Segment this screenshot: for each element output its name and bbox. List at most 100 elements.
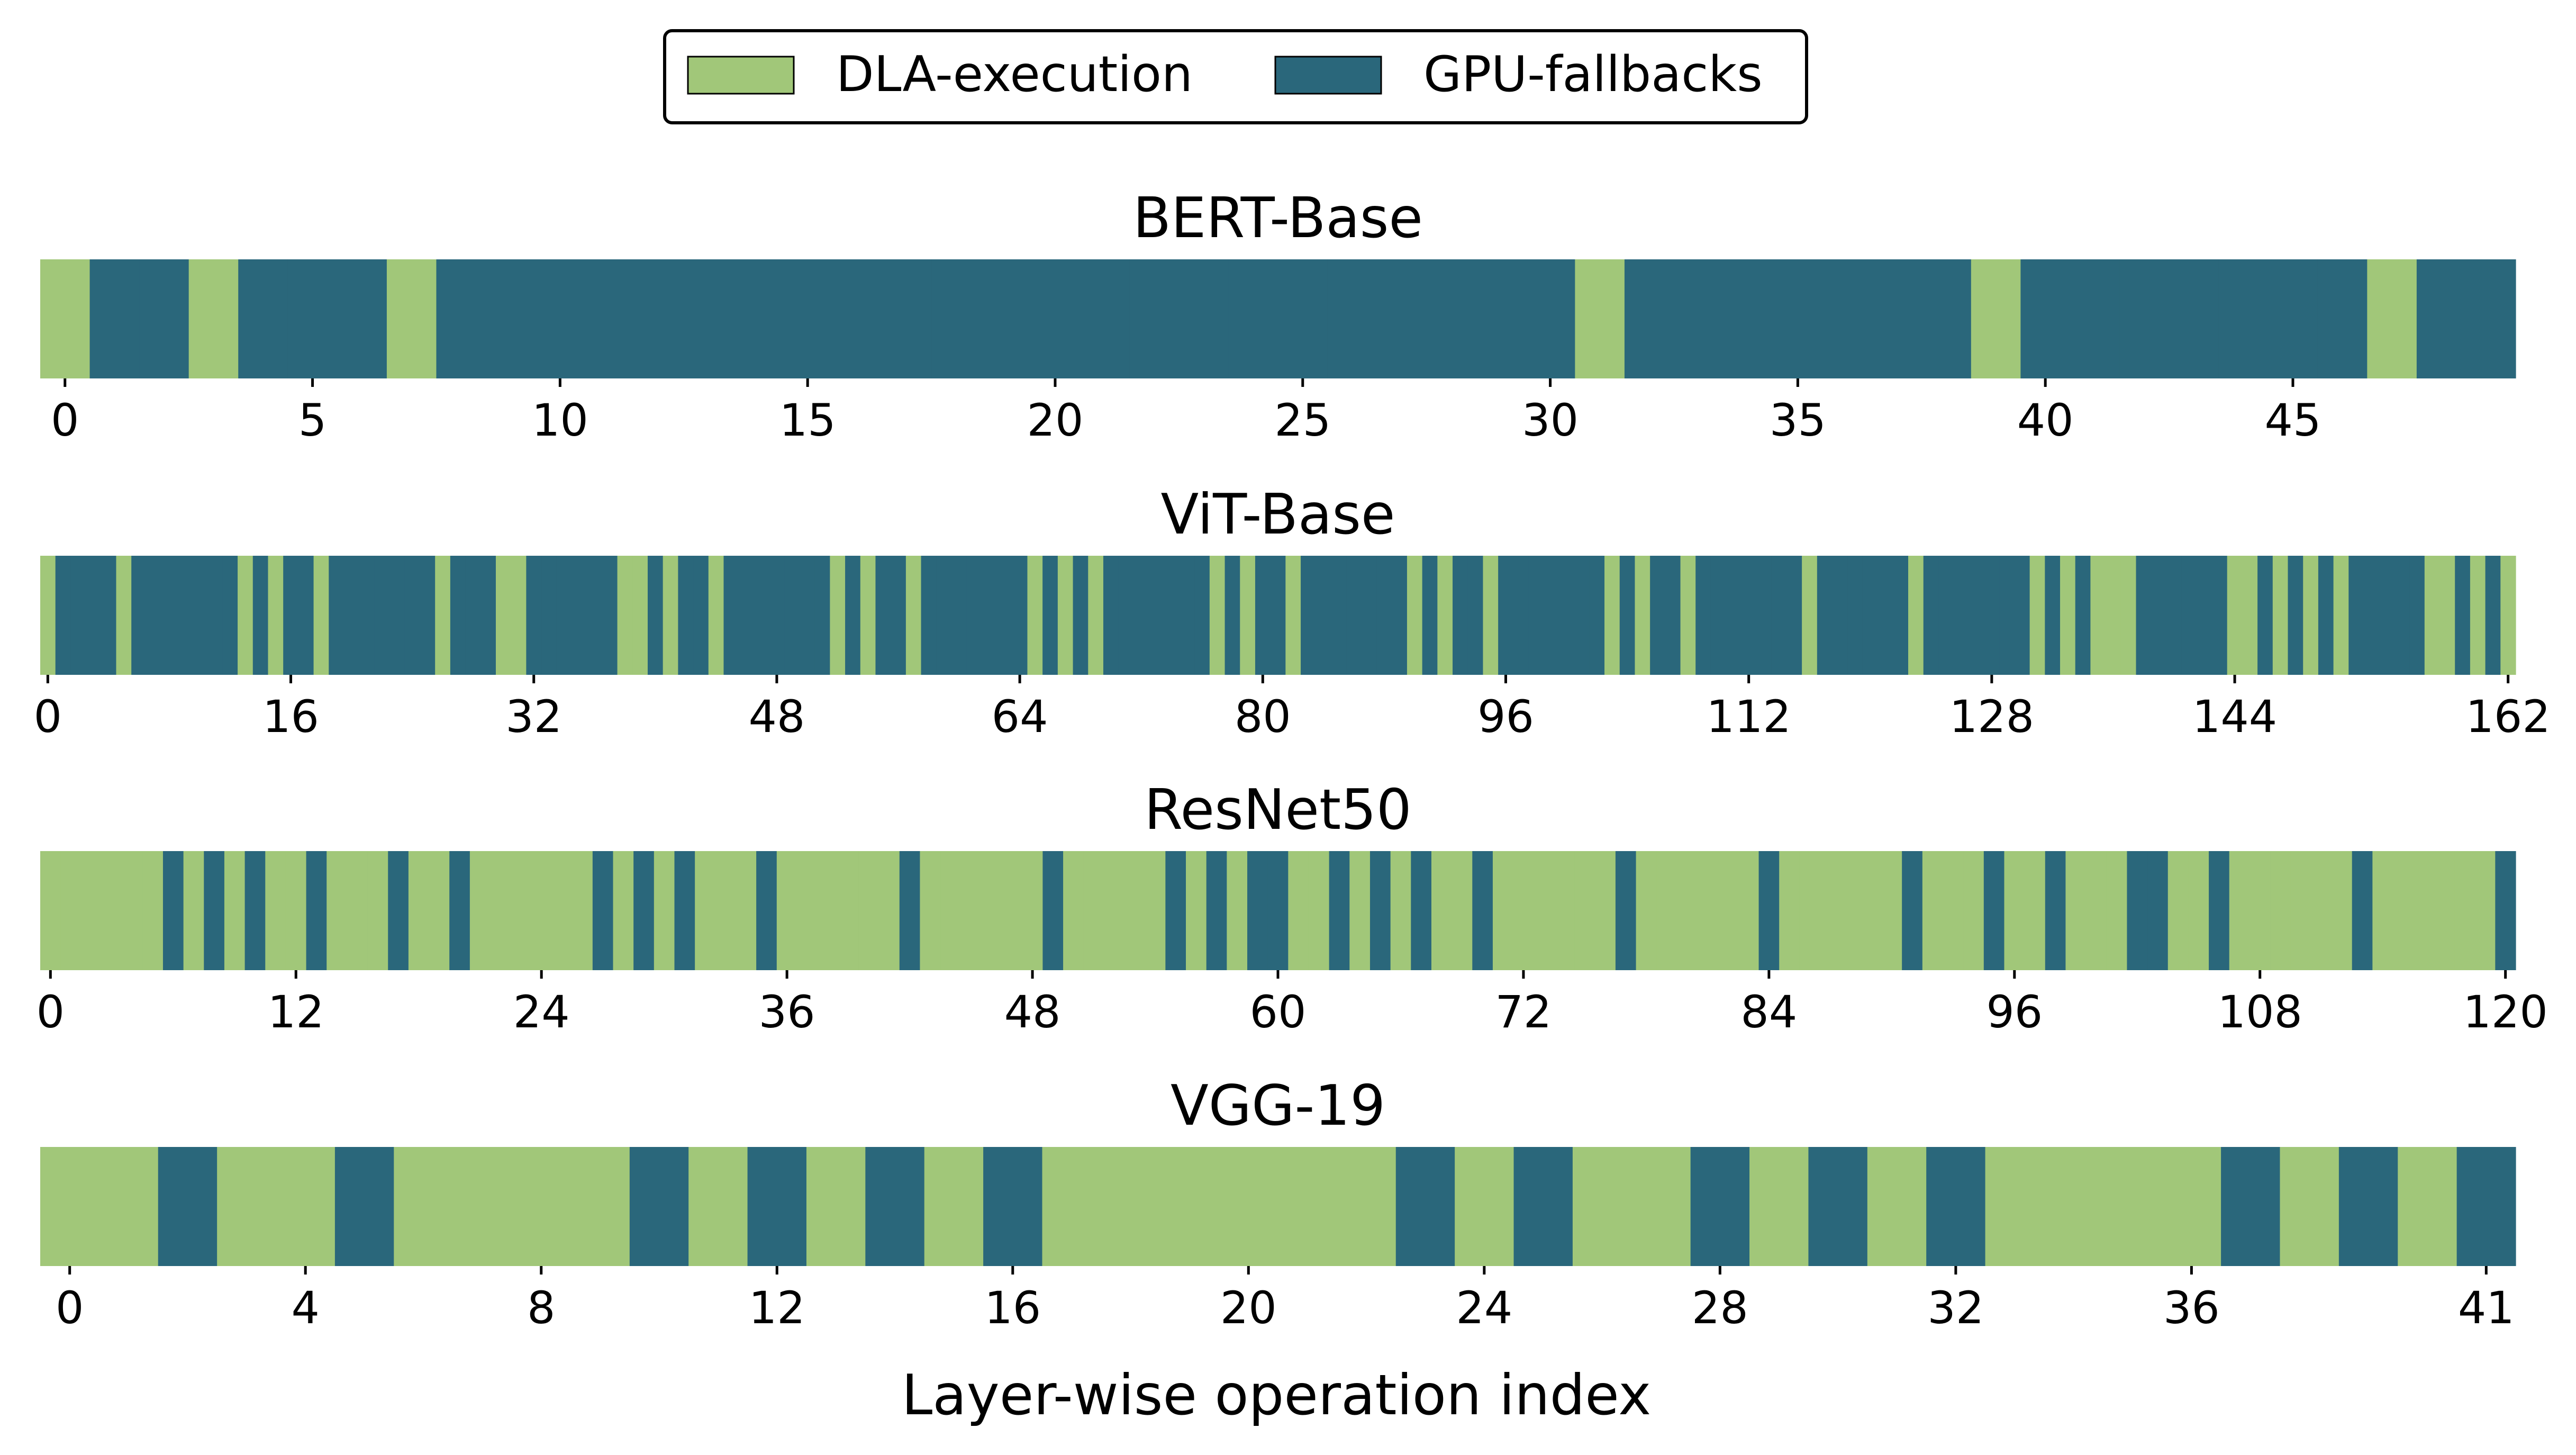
- x-tick-label: 0: [56, 1282, 84, 1334]
- dla-execution-op: [276, 1147, 335, 1266]
- dla-execution-op: [1337, 1147, 1396, 1266]
- gpu-fallback-op: [2218, 259, 2269, 378]
- legend-label-gpu: GPU-fallbacks: [1423, 46, 1763, 103]
- gpu-fallback-op: [783, 259, 833, 378]
- dla-execution-op: [2470, 556, 2486, 675]
- dla-execution-op: [688, 1147, 748, 1266]
- gpu-fallback-op: [1624, 259, 1675, 378]
- dla-execution-op: [736, 851, 757, 970]
- gpu-fallback-op: [465, 556, 481, 675]
- dla-execution-op: [1534, 851, 1555, 970]
- dla-execution-op: [1575, 259, 1625, 378]
- dla-execution-op: [1124, 851, 1146, 970]
- gpu-fallback-op: [1741, 556, 1757, 675]
- gpu-fallback-op: [89, 259, 140, 378]
- gpu-fallback-op: [739, 556, 755, 675]
- gpu-fallback-op: [2288, 556, 2303, 675]
- gpu-fallback-op: [1267, 851, 1289, 970]
- gpu-fallback-op: [647, 556, 664, 675]
- subplot-title: ResNet50: [1144, 778, 1411, 842]
- gpu-fallback-op: [1938, 556, 1954, 675]
- dla-execution-op: [940, 851, 962, 970]
- dla-execution-op: [1063, 851, 1084, 970]
- gpu-fallback-op: [2045, 851, 2066, 970]
- gpu-fallback-op: [70, 556, 86, 675]
- gpu-fallback-op: [1164, 556, 1180, 675]
- gpu-fallback-op: [162, 851, 184, 970]
- x-tick-label: 20: [1027, 394, 1084, 446]
- gpu-fallback-op: [997, 556, 1013, 675]
- gpu-fallback-op: [1893, 556, 1909, 675]
- dla-execution-op: [613, 851, 634, 970]
- gpu-fallback-op: [404, 556, 421, 675]
- gpu-fallback-op: [1983, 851, 2005, 970]
- dla-execution-op: [1022, 851, 1043, 970]
- gpu-fallback-op: [1331, 556, 1347, 675]
- dla-execution-op: [1636, 851, 1657, 970]
- gpu-fallback-op: [1902, 851, 1923, 970]
- dla-execution-op: [1943, 851, 1964, 970]
- subplot-vgg-19: VGG-19 0 4 8 12 16 20 24 28 32 36 41: [40, 1073, 2516, 1334]
- dla-execution-op: [2434, 851, 2455, 970]
- dla-execution-op: [40, 259, 90, 378]
- gpu-fallback-op: [1376, 556, 1392, 675]
- gpu-fallback-op: [450, 556, 466, 675]
- dla-execution-op: [1145, 851, 1166, 970]
- legend-swatch-dla: [687, 56, 795, 95]
- gpu-fallback-op: [1377, 259, 1427, 378]
- dla-execution-op: [818, 851, 839, 970]
- gpu-fallback-op: [2169, 259, 2219, 378]
- dla-execution-op: [122, 851, 143, 970]
- x-tick-label: 80: [1235, 691, 1291, 743]
- gpu-fallback-op: [1822, 259, 1873, 378]
- gpu-fallback-op: [86, 556, 102, 675]
- gpu-fallback-op: [684, 259, 734, 378]
- dla-execution-op: [806, 1147, 866, 1266]
- gpu-fallback-op: [1329, 851, 1350, 970]
- x-tick-label: 0: [34, 691, 62, 743]
- dla-execution-op: [708, 556, 724, 675]
- subplot-bert-base: BERT-Base 0 5 10 15 20 25 30 35 40 45: [40, 186, 2516, 446]
- gpu-fallback-op: [814, 556, 830, 675]
- gpu-fallback-op: [436, 259, 486, 378]
- dla-execution-op: [2333, 556, 2349, 675]
- dla-execution-op: [40, 556, 56, 675]
- gpu-fallback-op: [1773, 259, 1823, 378]
- gpu-fallback-op: [602, 556, 618, 675]
- gpu-fallback-op: [1426, 259, 1476, 378]
- gpu-fallback-op: [139, 259, 189, 378]
- gpu-fallback-op: [1877, 556, 1893, 675]
- dla-execution-op: [2227, 556, 2243, 675]
- gpu-fallback-op: [389, 556, 405, 675]
- dla-execution-op: [715, 851, 737, 970]
- gpu-fallback-op: [2147, 851, 2169, 970]
- gpu-fallback-op: [2348, 556, 2364, 675]
- gpu-fallback-op: [1847, 556, 1863, 675]
- gpu-fallback-op: [1206, 851, 1227, 970]
- dla-execution-op: [920, 851, 941, 970]
- dla-execution-op: [2474, 851, 2496, 970]
- dla-execution-op: [1635, 556, 1650, 675]
- gpu-fallback-op: [1544, 556, 1559, 675]
- dla-execution-op: [1240, 556, 1256, 675]
- x-tick-label: 120: [2463, 986, 2547, 1038]
- gpu-fallback-op: [1080, 259, 1130, 378]
- dla-execution-op: [1513, 851, 1534, 970]
- dla-execution-op: [2162, 1147, 2221, 1266]
- dla-execution-op: [1749, 1147, 1809, 1266]
- dla-execution-op: [452, 1147, 512, 1266]
- gpu-fallback-op: [1872, 259, 1922, 378]
- gpu-fallback-op: [1422, 556, 1438, 675]
- dla-execution-op: [429, 851, 450, 970]
- dla-execution-op: [2303, 556, 2319, 675]
- dla-execution-op: [1027, 556, 1043, 675]
- dla-execution-op: [326, 851, 348, 970]
- dla-execution-op: [2120, 556, 2137, 675]
- x-tick-label: 12: [268, 986, 324, 1038]
- gpu-fallback-op: [2257, 556, 2273, 675]
- gpu-fallback-op: [1558, 556, 1575, 675]
- gpu-fallback-op: [2485, 556, 2501, 675]
- dla-execution-op: [879, 851, 900, 970]
- gpu-fallback-op: [634, 259, 684, 378]
- gpu-fallback-op: [283, 556, 299, 675]
